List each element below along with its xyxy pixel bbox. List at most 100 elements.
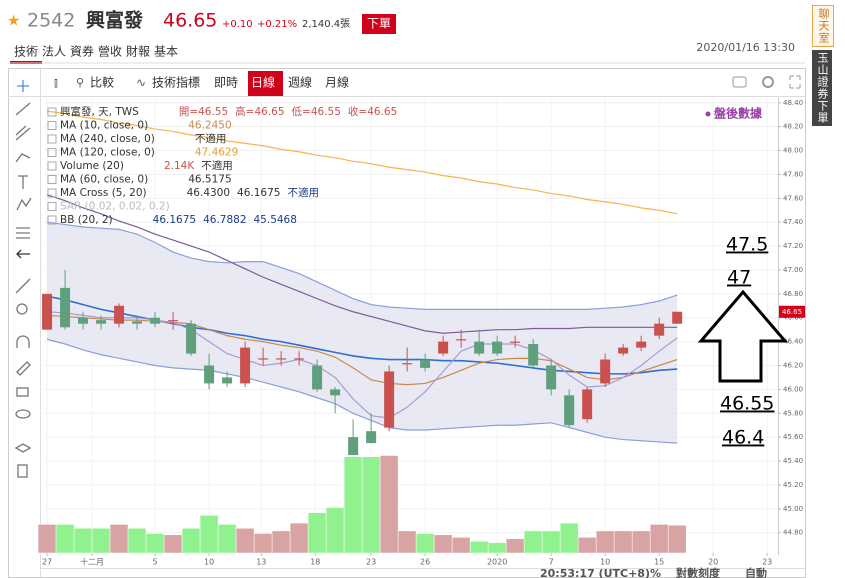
tab[interactable]: 技術 — [14, 45, 38, 59]
volume-bar — [541, 530, 561, 554]
text-tool[interactable] — [18, 175, 28, 189]
candle-body — [330, 389, 341, 396]
tab[interactable]: 財報 — [126, 44, 150, 59]
candle-body — [150, 317, 161, 324]
legend-part: 收=46.65 — [348, 105, 397, 118]
compare-icon[interactable]: ⚲ — [76, 76, 84, 89]
percent-toggle[interactable]: % — [650, 567, 661, 578]
x-tick-label: 18 — [310, 558, 320, 567]
period-active-bg — [248, 71, 283, 96]
indicators-button[interactable]: 技術指標 — [152, 75, 200, 90]
period-button[interactable]: 即時 — [214, 76, 238, 90]
y-tick-label: 48.00 — [783, 147, 803, 155]
y-tick-label: 46.80 — [783, 290, 803, 298]
volume-bar — [433, 534, 453, 554]
period-button[interactable]: 週線 — [288, 75, 312, 90]
order-button-label[interactable]: 下單 — [367, 17, 391, 31]
bb-band-fill — [47, 222, 678, 444]
y-tick-label: 45.20 — [783, 481, 803, 489]
snapshot-icon[interactable] — [732, 76, 747, 88]
line-tool[interactable] — [15, 102, 31, 116]
period-button[interactable]: 日線 — [251, 75, 275, 90]
legend-entry: SAR (0.02, 0.02, 0.2) — [60, 201, 170, 213]
volume-bar — [163, 534, 183, 554]
candle-body — [366, 431, 377, 444]
legend-swatch — [47, 175, 57, 184]
legend-entry: MA (60, close, 0) 46.5175 — [60, 174, 232, 186]
tab[interactable]: 營收 — [98, 45, 122, 59]
candle-body — [672, 311, 683, 324]
candle-body — [474, 341, 485, 354]
trash-tool[interactable] — [17, 464, 28, 478]
volume-bar — [613, 530, 633, 554]
pattern-tool[interactable] — [16, 197, 32, 211]
visibility-tool[interactable] — [15, 409, 31, 419]
volume-bar — [451, 537, 471, 554]
volume-bar — [271, 530, 291, 554]
legend-part: 46.5175 — [188, 174, 231, 186]
x-tick-label: 15 — [654, 558, 664, 567]
fib-tool[interactable] — [16, 227, 30, 239]
stock-code: 2542 — [27, 10, 75, 32]
star-icon[interactable]: ★ — [7, 12, 20, 30]
tab[interactable]: 資券 — [70, 44, 94, 59]
back-tool[interactable] — [16, 249, 30, 259]
legend-swatch — [47, 134, 57, 144]
x-tick-label: 10 — [204, 558, 214, 567]
candle-type-icon[interactable]: ⫾ — [54, 76, 58, 90]
broker-order-button[interactable]: 玉山證券下單 — [812, 50, 832, 126]
candle-body — [402, 363, 413, 365]
indicator-line — [46, 221, 678, 310]
x-tick-label: 23 — [366, 558, 376, 567]
legend-entry: MA (120, close, 0) 47.4629 — [60, 147, 238, 159]
annotation: 46.4 — [722, 427, 764, 449]
order-button[interactable] — [362, 14, 396, 34]
indicator-icon[interactable]: ∿ — [136, 76, 146, 90]
volume-bar — [487, 542, 507, 554]
tab[interactable]: 法人 — [42, 45, 66, 59]
drawing-tools — [14, 80, 32, 478]
legend-entry: 興富發, 天, TWS 開=46.55 高=46.65 低=46.55 收=46.65 — [60, 105, 397, 118]
legend-part: 開=46.55 — [179, 106, 228, 118]
channel-tool[interactable] — [15, 125, 31, 141]
last-price-tag — [779, 305, 805, 318]
lock-tool[interactable] — [16, 387, 29, 397]
candle-body — [546, 365, 557, 390]
zoom-tool[interactable] — [16, 303, 28, 315]
legend-part: MA (240, close, 0) — [60, 133, 155, 145]
candle-body — [222, 377, 233, 384]
compare-button[interactable]: 比較 — [90, 75, 114, 90]
period-button[interactable]: 月線 — [325, 75, 349, 90]
last-price-label: 46.65 — [782, 308, 802, 316]
fullscreen-icon[interactable] — [789, 75, 801, 89]
x-tick-label: 27 — [42, 558, 52, 567]
legend-part: 不適用 — [201, 159, 233, 172]
period-buttons: 即時 日線 週線 月線 — [214, 71, 349, 96]
legend-swatch — [47, 188, 57, 198]
chat-button[interactable]: 聊天室 — [812, 5, 834, 47]
legend-part: 46.7882 — [203, 214, 246, 226]
legend-part: MA (120, close, 0) — [60, 147, 155, 159]
settings-icon[interactable] — [762, 76, 774, 88]
log-toggle[interactable]: 對數刻度 — [676, 566, 721, 578]
candle-body — [420, 359, 431, 368]
brush-tool[interactable] — [15, 153, 31, 163]
candle-body — [258, 358, 269, 360]
legend-part: 2.14K — [164, 160, 195, 172]
legend-entry: Volume (20) 2.14K 不適用 — [60, 159, 233, 172]
auto-toggle[interactable]: 自動 — [745, 566, 767, 578]
measure-tool[interactable] — [15, 278, 31, 294]
magnet-tool[interactable] — [16, 335, 30, 348]
crosshair-tool[interactable] — [17, 80, 29, 92]
layers-tool[interactable] — [14, 443, 32, 453]
x-tick-label: 20 — [708, 558, 718, 567]
y-tick-label: 45.60 — [783, 433, 803, 441]
legend-swatch — [47, 215, 57, 225]
x-tick-label: 十二月 — [80, 557, 104, 567]
tab[interactable]: 基本 — [154, 45, 178, 59]
lock-draw-tool[interactable] — [16, 361, 31, 376]
y-tick-label: 48.20 — [783, 123, 803, 131]
legend-part: 不適用 — [195, 132, 227, 145]
